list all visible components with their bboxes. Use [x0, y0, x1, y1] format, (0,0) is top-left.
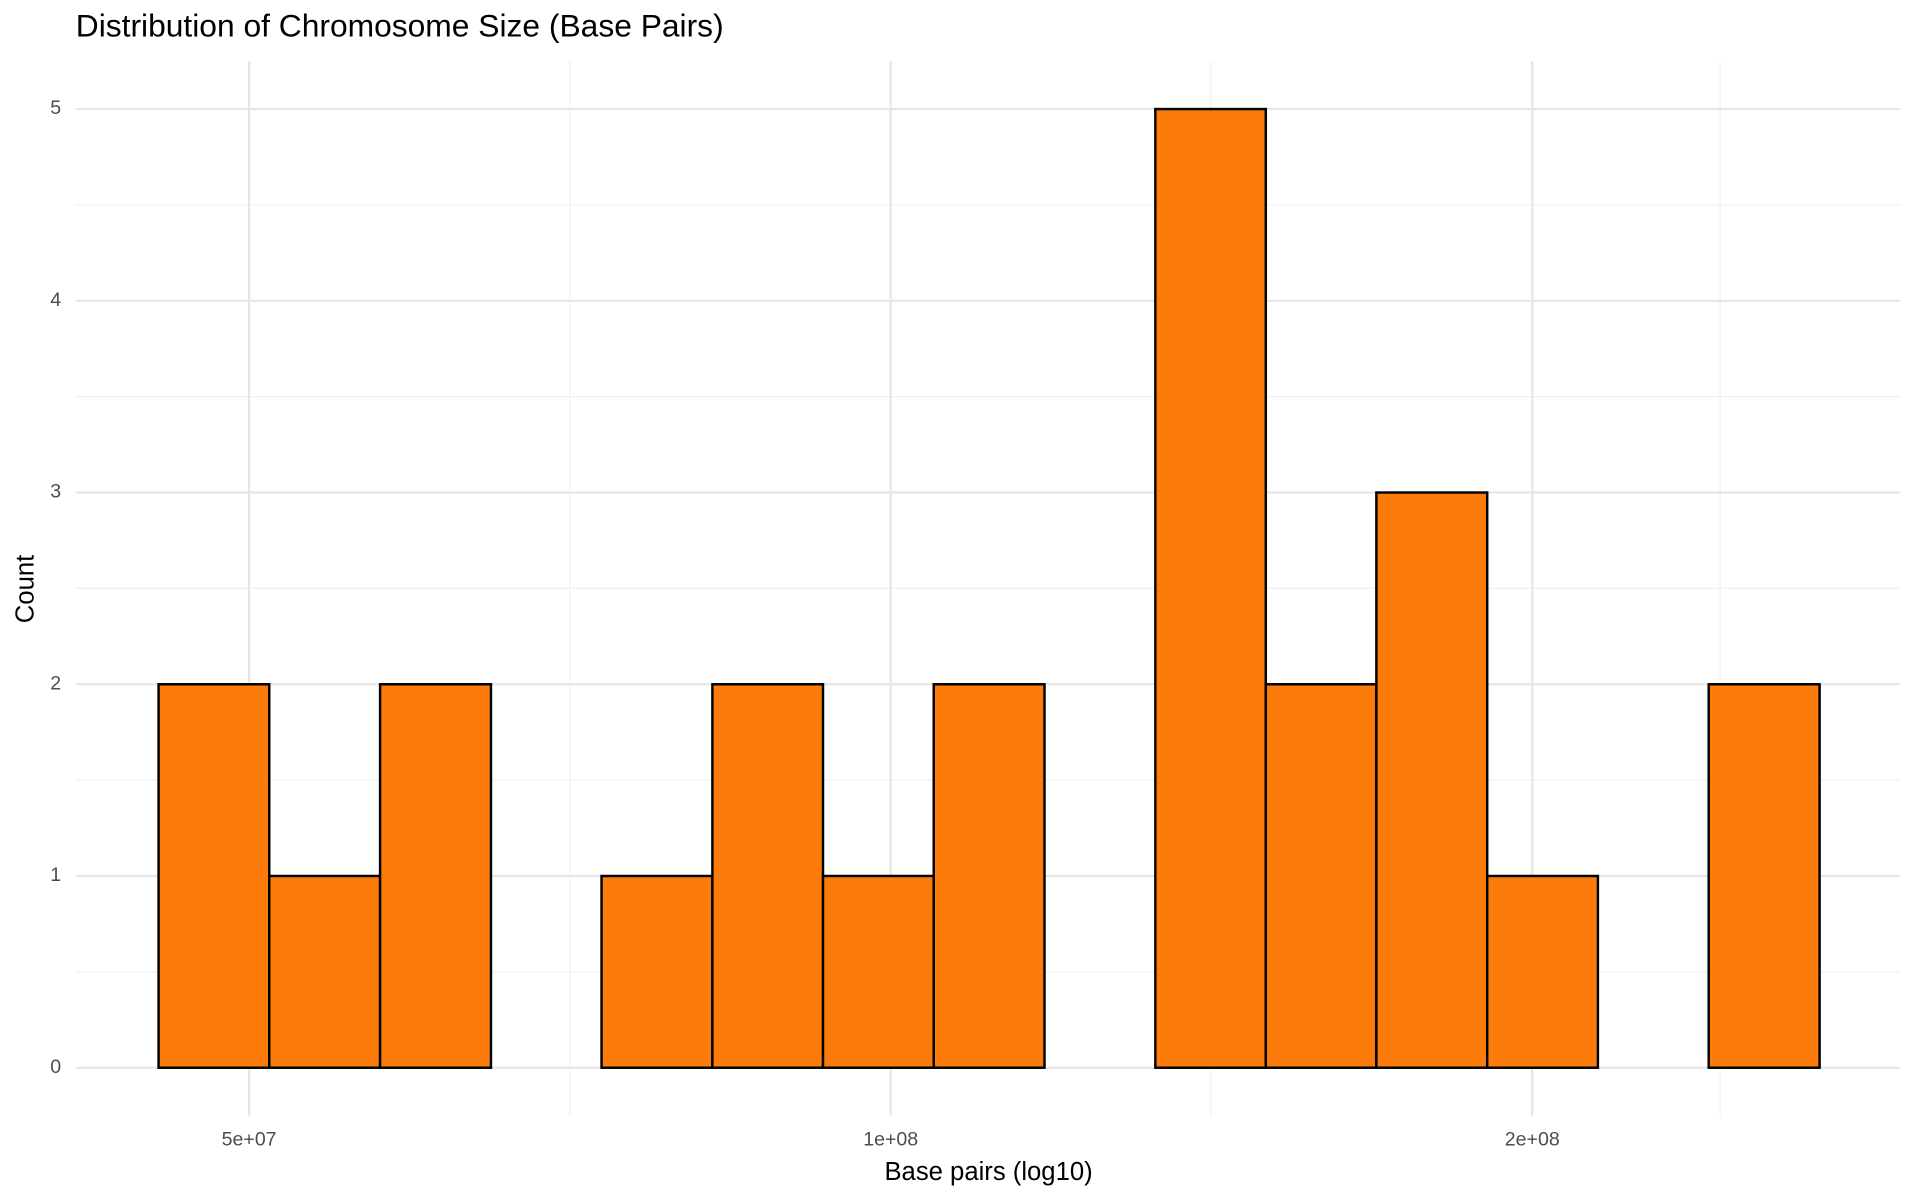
- x-axis-title: Base pairs (log10): [884, 1158, 1092, 1186]
- x-tick-label: 2e+08: [1505, 1128, 1560, 1150]
- bar: [1707, 683, 1821, 1069]
- bar: [1264, 683, 1378, 1069]
- y-tick-label: 5: [50, 97, 61, 119]
- y-axis-title: Count: [12, 555, 40, 623]
- bar: [600, 874, 714, 1069]
- bar: [157, 683, 271, 1069]
- bar: [711, 683, 825, 1069]
- y-tick-label: 1: [50, 864, 61, 886]
- bar: [932, 683, 1046, 1069]
- plot-area: [157, 107, 1821, 1069]
- chart-title: Distribution of Chromosome Size (Base Pa…: [76, 8, 724, 44]
- y-tick-label: 2: [50, 672, 61, 694]
- x-tick-label: 5e+07: [222, 1128, 277, 1150]
- bar: [1375, 491, 1489, 1069]
- bar: [821, 874, 935, 1069]
- bar: [1485, 874, 1600, 1069]
- x-tick-label: 1e+08: [863, 1128, 918, 1150]
- bar: [268, 874, 382, 1069]
- y-tick-label: 0: [50, 1056, 61, 1078]
- y-tick-label: 3: [50, 481, 61, 503]
- bar: [378, 683, 493, 1069]
- y-tick-label: 4: [50, 289, 61, 311]
- bar: [1154, 107, 1268, 1069]
